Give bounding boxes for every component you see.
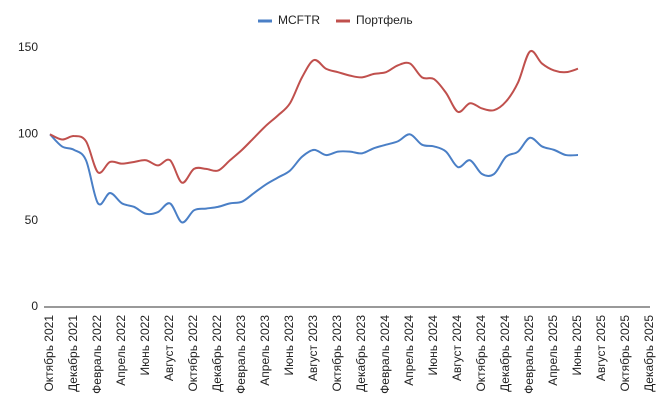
x-tick-label: Июнь 2022 <box>138 315 152 376</box>
x-tick-label: Декабрь 2023 <box>354 315 368 392</box>
x-tick-label: Октябрь 2024 <box>474 315 488 392</box>
x-tick-label: Июнь 2023 <box>282 315 296 376</box>
x-tick-label: Февраль 2023 <box>234 315 248 394</box>
x-tick-label: Октябрь 2025 <box>618 315 632 392</box>
x-tick-label: Февраль 2024 <box>378 315 392 394</box>
y-tick-label: 100 <box>18 127 38 141</box>
x-tick-label: Апрель 2024 <box>402 315 416 386</box>
x-tick-label: Февраль 2022 <box>90 315 104 394</box>
x-tick-label: Декабрь 2025 <box>642 315 656 392</box>
x-tick-label: Декабрь 2024 <box>498 315 512 392</box>
x-tick-label: Декабрь 2021 <box>66 315 80 392</box>
y-tick-label: 50 <box>25 213 39 227</box>
x-tick-label: Апрель 2022 <box>114 315 128 386</box>
x-tick-label: Апрель 2025 <box>546 315 560 386</box>
series-line <box>49 49 579 184</box>
x-tick-label: Август 2025 <box>594 315 608 381</box>
x-tick-label: Июнь 2025 <box>570 315 584 376</box>
x-tick-label: Декабрь 2022 <box>210 315 224 392</box>
x-tick-label: Август 2023 <box>306 315 320 381</box>
x-tick-label: Август 2024 <box>450 315 464 381</box>
y-tick-label: 0 <box>31 299 38 313</box>
x-tick-label: Октябрь 2021 <box>42 315 56 392</box>
x-tick-label: Февраль 2025 <box>522 315 536 394</box>
x-tick-label: Август 2022 <box>162 315 176 381</box>
series-line <box>49 133 579 224</box>
y-tick-label: 150 <box>18 40 38 54</box>
x-tick-label: Октябрь 2022 <box>186 315 200 392</box>
legend-label: MCFTR <box>278 13 320 27</box>
x-tick-label: Апрель 2023 <box>258 315 272 386</box>
legend-label: Портфель <box>356 13 413 27</box>
x-tick-label: Октябрь 2023 <box>330 315 344 392</box>
x-tick-label: Июнь 2024 <box>426 315 440 376</box>
